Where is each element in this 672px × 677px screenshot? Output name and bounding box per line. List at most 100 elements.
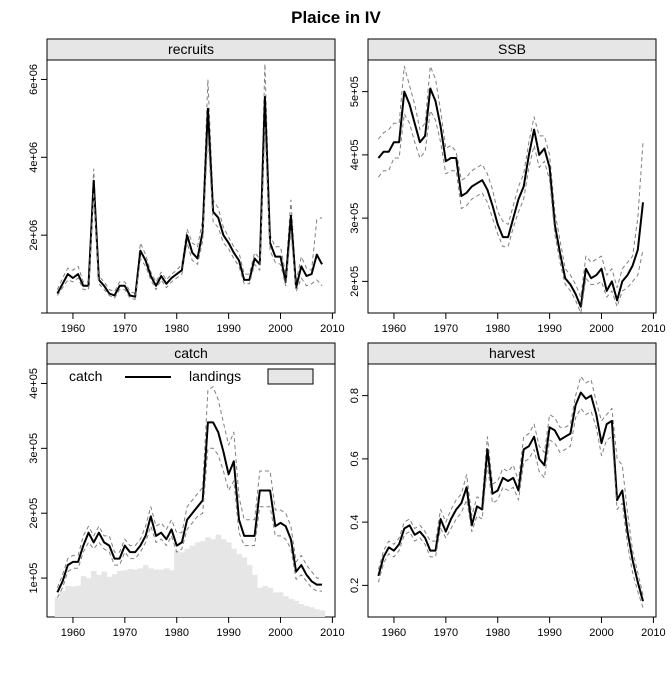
y-tick-label-catch: 1e+05 [28,563,40,594]
landings-bar [117,570,123,617]
landings-bar [226,542,232,617]
landings-bar [153,569,159,617]
plot-frame-recruits [46,59,336,314]
landings-bar [272,592,279,617]
x-tick-label-ssb: 1980 [485,323,509,335]
y-tick-label-harvest: 0.8 [349,388,361,403]
x-tick-label-recruits: 1980 [164,323,188,335]
landings-bar [194,542,201,617]
landings-bar [319,610,326,617]
landings-bar [127,568,134,617]
x-tick-label-catch: 2010 [320,627,344,639]
landings-bar [309,607,315,617]
strip-label-catch: catch [174,345,207,361]
y-tick-label-catch: 4e+05 [28,368,40,399]
series-estimate-harvest [377,391,644,602]
series-upper-catch [56,386,322,588]
landings-bar [236,554,242,617]
strip-label-ssb: SSB [498,41,526,57]
x-tick-label-recruits: 1970 [113,323,137,335]
landings-bar [262,585,268,617]
landings-bar [174,550,180,617]
x-tick-label-harvest: 1990 [537,627,561,639]
y-tick-label-ssb: 2e+05 [349,266,361,297]
series-upper-recruits [56,63,323,294]
landings-bar [303,605,310,617]
y-tick-label-recruits: 2e+06 [28,220,40,251]
landings-bar [257,587,263,617]
landings-bar [215,534,222,617]
legend-label-landings: landings [189,368,241,384]
landings-bar [148,568,154,617]
landings-bar [314,609,320,617]
y-tick-label-ssb: 5e+05 [349,76,361,107]
landings-bar [143,565,149,617]
landings-bar [80,576,87,617]
y-tick-label-ssb: 3e+05 [349,203,361,234]
legend-swatch-landings [267,368,314,385]
x-tick-label-recruits: 1960 [61,323,85,335]
panel-recruits: recruits 2e+06 4e+06 6e+06 1960 1970 1980 1990 2… [28,38,345,335]
landings-bar [168,570,175,617]
x-tick-label-ssb: 2000 [589,323,613,335]
series-upper-ssb [378,65,644,298]
landings-bar [220,539,227,617]
plot-frame-ssb [367,59,657,314]
landings-bar [267,587,274,617]
x-tick-label-catch: 1990 [216,627,240,639]
x-tick-label-ssb: 1960 [382,323,406,335]
landings-bar [70,586,76,617]
y-tick-label-recruits: 6e+06 [28,64,40,95]
landings-bar [75,585,82,617]
landings-bar [241,557,248,617]
x-tick-label-recruits: 2000 [268,323,292,335]
strip-label-harvest: harvest [489,345,535,361]
landings-bar [122,570,128,617]
landings-bar [184,548,191,617]
landings-bar [54,597,61,617]
panel-harvest: harvest 0.2 0.4 0.6 0.8 1960 1970 1980 1990 2000 2… [349,342,666,639]
series-estimate-recruits [56,96,323,298]
figure-title: Plaice in IV [291,8,381,27]
landings-bar [231,548,237,617]
x-tick-label-harvest: 1980 [485,627,509,639]
series-estimate-ssb [377,87,644,308]
x-tick-label-recruits: 2010 [320,323,344,335]
x-tick-label-catch: 1970 [113,627,137,639]
y-tick-label-ssb: 4e+05 [349,139,361,170]
landings-bar [111,574,118,617]
y-tick-label-catch: 3e+05 [28,433,40,464]
legend-label-catch: catch [69,368,102,384]
series-lower-recruits [56,125,323,300]
landings-bar [277,592,284,617]
x-tick-label-harvest: 2000 [589,627,613,639]
landings-bar [298,604,305,617]
x-tick-label-ssb: 1990 [537,323,561,335]
landings-bar [246,565,253,617]
series-upper-harvest [377,376,644,596]
y-tick-label-recruits: 4e+06 [28,142,40,173]
landings-bar [210,539,217,617]
x-tick-label-harvest: 2010 [641,627,665,639]
landings-bar [96,574,102,617]
landings-bar [200,541,206,617]
x-tick-label-recruits: 1990 [216,323,240,335]
landings-bar [132,569,139,617]
x-tick-label-harvest: 1960 [382,627,406,639]
y-tick-label-harvest: 0.2 [349,578,361,593]
landings-bar [106,576,113,617]
x-tick-label-ssb: 2010 [641,323,665,335]
landings-bar [59,591,66,617]
landings-bar [251,574,258,617]
y-tick-label-harvest: 0.4 [349,514,361,529]
landings-bar [288,598,294,617]
panel-catch: catch 1e+05 2e+05 3e+05 4e+05 1960 1970 1980 199… [28,342,345,639]
series-lower-ssb [378,110,644,314]
landings-bar [158,569,165,617]
landings-bar [137,568,144,617]
series-lower-harvest [377,407,644,608]
x-tick-label-catch: 1960 [61,627,85,639]
x-tick-label-ssb: 1970 [434,323,458,335]
y-tick-label-harvest: 0.6 [349,451,361,466]
